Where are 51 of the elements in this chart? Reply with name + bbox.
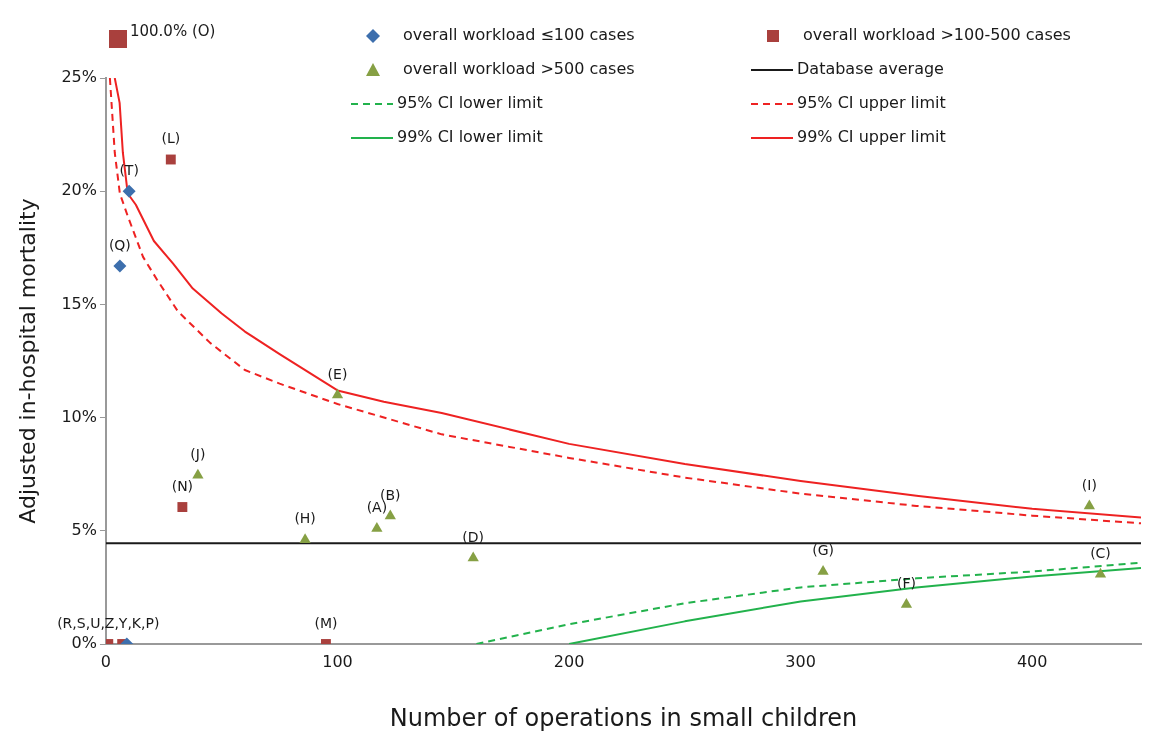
x-tick-label: 0 bbox=[100, 651, 112, 671]
point bbox=[384, 509, 396, 520]
point bbox=[331, 388, 344, 399]
x-tick-label: 300 bbox=[785, 651, 816, 671]
y-tick-label: 10% bbox=[61, 406, 97, 426]
legend-label: overall workload >100-500 cases bbox=[803, 25, 1071, 45]
data-label: (G) bbox=[812, 542, 834, 559]
point bbox=[192, 468, 204, 479]
point bbox=[1094, 567, 1107, 578]
point bbox=[900, 597, 913, 608]
data-label: (D) bbox=[462, 528, 485, 545]
y-tick-label: 15% bbox=[61, 293, 97, 313]
data-label: (B) bbox=[380, 486, 401, 503]
x-axis-title: Number of operations in small children bbox=[389, 703, 858, 732]
data-label: (J) bbox=[190, 445, 206, 462]
point bbox=[817, 565, 829, 575]
point bbox=[1083, 499, 1095, 510]
x-tick-label: 100 bbox=[322, 651, 353, 671]
x-tick-label: 200 bbox=[553, 651, 585, 671]
line-series bbox=[475, 561, 1141, 644]
data-label: (Q) bbox=[108, 236, 131, 253]
data-label: (F) bbox=[896, 575, 916, 592]
data-label: (I) bbox=[1081, 476, 1097, 493]
y-tick-label: 20% bbox=[61, 180, 97, 200]
data-label: (N) bbox=[171, 477, 194, 494]
point bbox=[113, 259, 127, 273]
legend-label: 95% CI upper limit bbox=[797, 93, 946, 113]
legend-label: 95% CI lower limit bbox=[397, 93, 543, 113]
point bbox=[371, 522, 383, 532]
legend-label: Database average bbox=[797, 59, 944, 79]
x-tick-label: 400 bbox=[1016, 651, 1048, 671]
point bbox=[299, 533, 311, 544]
data-label: (C) bbox=[1090, 544, 1111, 561]
data-label: (E) bbox=[327, 365, 348, 382]
y-tick-label: 0% bbox=[71, 633, 97, 653]
point bbox=[177, 502, 188, 512]
legend-label: overall workload >500 cases bbox=[403, 59, 635, 79]
legend-label: 99% CI upper limit bbox=[797, 127, 946, 147]
data-label: (L) bbox=[161, 130, 181, 147]
y-tick-label: 5% bbox=[71, 519, 97, 539]
legend-label: overall workload ≤100 cases bbox=[403, 25, 635, 45]
data-label: (H) bbox=[294, 510, 316, 527]
point bbox=[165, 154, 176, 165]
data-label: (R,S,U,Z,Y,K,P) bbox=[57, 614, 160, 631]
data-label: (M) bbox=[314, 614, 338, 631]
legend-label: 99% CI lower limit bbox=[397, 127, 543, 147]
text: 100.0% (O) bbox=[129, 22, 216, 40]
point bbox=[467, 551, 479, 562]
y-axis-title: Adjusted in-hospital mortality bbox=[14, 198, 40, 524]
y-tick-label: 25% bbox=[61, 67, 97, 87]
point bbox=[122, 184, 136, 198]
